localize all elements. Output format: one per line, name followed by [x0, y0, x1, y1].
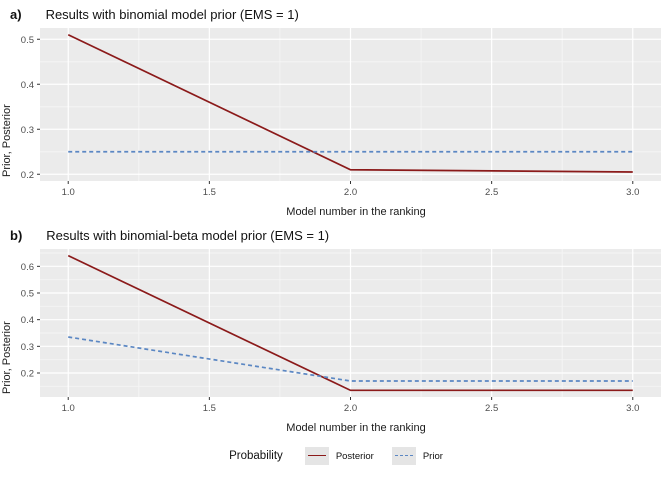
- chart-a: a) Results with binomial model prior (EMS…: [0, 0, 672, 221]
- legend-title: Probability: [229, 450, 283, 462]
- y-tick-label: 0.5: [21, 35, 34, 46]
- chart-b-y-axis-label: Prior, Posterior: [1, 321, 13, 394]
- series-line-posterior: [67, 254, 633, 392]
- prior-line-key: [391, 447, 416, 465]
- chart-a-y-axis-label: Prior, Posterior: [1, 104, 13, 177]
- legend-item-prior: Prior: [391, 447, 443, 465]
- x-tick-label: 3.0: [626, 403, 639, 414]
- y-tick-label: 0.2: [21, 170, 34, 181]
- legend-item-posterior: Posterior: [304, 447, 374, 465]
- y-tick-label: 0.3: [21, 342, 34, 353]
- x-tick-label: 2.5: [485, 187, 498, 198]
- series-line-posterior: [67, 33, 633, 173]
- chart-b-title-row: b) Results with binomial-beta model prior…: [0, 221, 672, 246]
- legend-item-label: Posterior: [335, 450, 374, 462]
- chart-b-plot-area: Prior, Posterior 1.0 1.5 2.0 2.5 3.0 0.2 0.3 0.…: [0, 246, 672, 421]
- legend: Probability Posterior Prior: [0, 447, 672, 465]
- y-tick-label: 0.4: [21, 80, 34, 91]
- chart-a-title: Results with binomial model prior (EMS =…: [45, 7, 299, 22]
- y-tick-label: 0.3: [21, 125, 34, 136]
- chart-b: b) Results with binomial-beta model prior…: [0, 221, 672, 437]
- chart-a-title-row: a) Results with binomial model prior (EMS…: [0, 0, 672, 25]
- y-tick-label: 0.6: [21, 262, 34, 273]
- x-tick-label: 2.5: [485, 403, 498, 414]
- x-tick-label: 1.0: [62, 403, 75, 414]
- x-tick-label: 1.5: [203, 403, 216, 414]
- x-tick-label: 1.5: [203, 187, 216, 198]
- chart-b-tag: b): [10, 228, 23, 243]
- y-tick-label: 0.5: [21, 289, 34, 300]
- chart-a-x-axis-label: Model number in the ranking: [286, 206, 426, 218]
- chart-a-tag: a): [10, 7, 22, 22]
- posterior-line-key: [304, 447, 329, 465]
- y-tick-label: 0.4: [21, 315, 34, 326]
- x-tick-label: 3.0: [626, 187, 639, 198]
- legend-item-label: Prior: [422, 450, 443, 462]
- chart-a-plot: 1.0 1.5 2.0 2.5 3.0 0.2 0.3 0.4 0.5: [21, 28, 661, 198]
- chart-b-x-axis-label: Model number in the ranking: [286, 422, 426, 434]
- y-tick-label: 0.2: [21, 369, 34, 380]
- chart-b-title: Results with binomial-beta model prior (…: [46, 228, 330, 243]
- x-tick-label: 2.0: [344, 403, 357, 414]
- x-tick-label: 2.0: [344, 187, 357, 198]
- chart-b-plot: 1.0 1.5 2.0 2.5 3.0 0.2 0.3 0.4 0.5 0.6: [21, 249, 661, 414]
- x-tick-label: 1.0: [62, 187, 75, 198]
- chart-a-plot-area: Prior, Posterior 1.0 1.5 2.0 2.5 3.0 0.2 0.3 0.…: [0, 25, 672, 205]
